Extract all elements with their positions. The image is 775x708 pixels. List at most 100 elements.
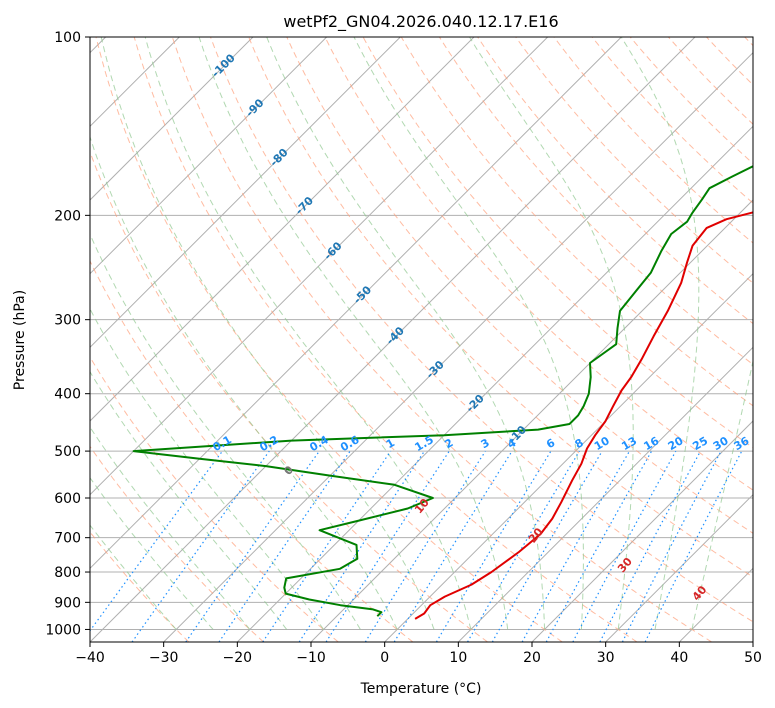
x-tick-label: −40 bbox=[75, 650, 105, 666]
mixing-ratio-line bbox=[90, 450, 223, 632]
isotherm-label: -30 bbox=[424, 358, 447, 381]
mixing-ratio-line bbox=[364, 450, 486, 642]
y-tick-label: 1000 bbox=[45, 622, 81, 638]
y-tick-label: 900 bbox=[54, 595, 81, 611]
mixing-ratio-line bbox=[298, 450, 425, 642]
dry-adiabat-line bbox=[591, 37, 753, 204]
moist-adiabat-line bbox=[90, 524, 177, 630]
moist-adiabat-line bbox=[691, 358, 753, 630]
dry-adiabat-line bbox=[90, 356, 339, 642]
mixing-ratio-line bbox=[572, 450, 677, 642]
mixing-ratio-line bbox=[599, 450, 702, 642]
moist-adiabat-label: 0 bbox=[281, 463, 296, 477]
dry-adiabat-line bbox=[668, 37, 753, 125]
isotherm-line bbox=[605, 493, 753, 642]
plot-frame bbox=[89, 36, 754, 643]
mixing-ratio-label: 25 bbox=[690, 434, 710, 453]
dry-adiabat-line bbox=[90, 445, 264, 642]
dry-adiabat-line bbox=[438, 37, 753, 366]
dry-adiabat-line bbox=[515, 37, 753, 284]
isotherm-label: -70 bbox=[293, 194, 316, 217]
mixing-ratio-line bbox=[131, 450, 270, 642]
mixing-ratio-line bbox=[644, 450, 743, 642]
moist-adiabat-line bbox=[469, 37, 634, 630]
dry-adiabat-line bbox=[744, 37, 753, 47]
y-axis-label: Pressure (hPa) bbox=[12, 290, 28, 390]
isotherm-label: -100 bbox=[209, 51, 238, 80]
isotherm-label: -90 bbox=[243, 96, 266, 119]
x-tick-label: 30 bbox=[597, 650, 615, 666]
moist-adiabat-line bbox=[90, 476, 214, 630]
chart-title: wetPf2_GN04.2026.040.12.17.E16 bbox=[283, 12, 558, 32]
dry-adiabat-line bbox=[286, 37, 753, 534]
moist-adiabat-line bbox=[620, 37, 700, 630]
isotherm-line bbox=[531, 420, 753, 642]
isotherm-line bbox=[90, 37, 622, 570]
profile-series bbox=[132, 165, 753, 620]
mixing-ratio-label: 13 bbox=[619, 434, 639, 453]
mixing-ratio-line bbox=[545, 450, 653, 642]
x-tick-label: −10 bbox=[296, 650, 326, 666]
isotherm-line bbox=[90, 37, 328, 275]
y-tick-label: 100 bbox=[54, 30, 81, 46]
dry-adiabat-line bbox=[210, 37, 753, 623]
x-axis-label: Temperature (°C) bbox=[360, 681, 482, 697]
y-tick-label: 700 bbox=[54, 531, 81, 547]
x-tick-label: 40 bbox=[670, 650, 688, 666]
isotherm-line bbox=[90, 37, 696, 642]
y-tick-label: 500 bbox=[54, 444, 81, 460]
dry-adiabat-line bbox=[553, 37, 753, 244]
dry-adiabat-line bbox=[95, 37, 563, 642]
moist-adiabat-line bbox=[198, 37, 509, 630]
mixing-ratio-line bbox=[325, 450, 450, 642]
mixing-ratio-line bbox=[218, 450, 351, 642]
moist-adiabat-line bbox=[90, 370, 288, 630]
mixing-ratio-label: 16 bbox=[641, 434, 661, 453]
dry-adiabat-line bbox=[248, 37, 753, 578]
isotherm-line bbox=[90, 37, 254, 201]
y-tick-label: 200 bbox=[54, 208, 81, 224]
mixing-ratio-line bbox=[393, 450, 513, 642]
mixing-ratio-label: 6 bbox=[544, 436, 557, 451]
mixing-ratio-label: 1 bbox=[384, 436, 397, 451]
isotherm-line bbox=[90, 37, 401, 349]
x-tick-label: 20 bbox=[523, 650, 541, 666]
isotherm-line bbox=[384, 272, 753, 642]
mixing-ratio-line bbox=[185, 450, 320, 642]
isotherm-line bbox=[457, 346, 753, 642]
x-tick-label: 50 bbox=[744, 650, 762, 666]
y-tick-label: 600 bbox=[54, 491, 81, 507]
isotherm-label: -40 bbox=[384, 324, 407, 347]
temperature-profile-line bbox=[414, 211, 753, 620]
moist-adiabat-line bbox=[90, 232, 361, 630]
inline-line-labels: -100-90-80-70-60-50-40-30-20-100.1 0.2 0.4… bbox=[209, 51, 752, 603]
x-tick-label: 10 bbox=[449, 650, 467, 666]
moist-adiabat-line bbox=[100, 37, 435, 630]
moist-adiabat-line bbox=[353, 37, 584, 630]
mixing-ratio-line bbox=[435, 450, 552, 642]
x-tick-label: −20 bbox=[223, 650, 253, 666]
dry-adiabat-line bbox=[324, 37, 753, 491]
dewpoint-profile-line bbox=[132, 165, 753, 617]
dry-adiabat-line bbox=[133, 37, 638, 642]
x-tick-label: −30 bbox=[149, 650, 179, 666]
dry-adiabat-line bbox=[90, 259, 414, 642]
dry-adiabat-line bbox=[90, 531, 190, 642]
background-lines bbox=[90, 37, 753, 642]
moist-adiabat-line bbox=[266, 37, 546, 630]
dry-adiabat-line bbox=[706, 37, 753, 86]
moist-adiabat-line bbox=[144, 37, 472, 630]
y-tick-label: 800 bbox=[54, 565, 81, 581]
mixing-ratio-line bbox=[262, 450, 392, 642]
mixing-ratio-label: 20 bbox=[666, 434, 686, 453]
moist-adiabat-line bbox=[90, 135, 398, 630]
moist-adiabat-label: 40 bbox=[690, 583, 710, 603]
mixing-ratio-label: 3 bbox=[479, 436, 492, 451]
y-tick-label: 300 bbox=[54, 313, 81, 329]
moist-adiabat-line bbox=[90, 426, 251, 630]
dry-adiabat-line bbox=[90, 150, 488, 642]
isotherm-line bbox=[163, 51, 753, 642]
dry-adiabat-line bbox=[171, 37, 712, 642]
isotherm-line bbox=[752, 641, 753, 642]
